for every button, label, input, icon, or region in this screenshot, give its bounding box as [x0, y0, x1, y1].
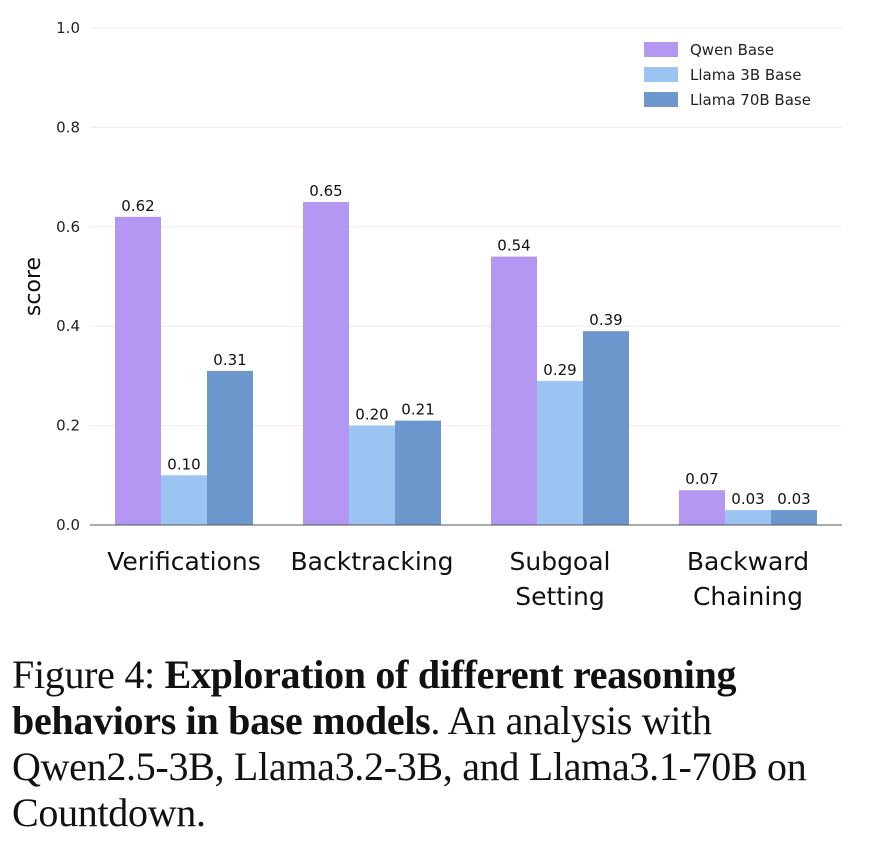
bar-value-label: 0.07: [685, 470, 718, 488]
bar: [679, 490, 725, 525]
x-category-label: Verifications: [107, 547, 261, 576]
legend-swatch: [644, 42, 678, 57]
bar-value-label: 0.31: [213, 351, 246, 369]
bar-value-label: 0.03: [731, 490, 764, 508]
bar: [491, 256, 537, 525]
bar: [349, 425, 395, 525]
bar-value-label: 0.03: [777, 490, 810, 508]
y-tick-label: 0.2: [56, 417, 80, 435]
legend-label: Qwen Base: [690, 41, 774, 59]
bar: [725, 510, 771, 525]
axes: 0.0 0.2 0.4 0.6 0.8 1.0 score Verifications Back…: [21, 19, 842, 611]
bar-value-label: 0.54: [497, 237, 530, 255]
figure-caption: Figure 4: Exploration of different reaso…: [12, 652, 872, 836]
y-tick-label: 0.0: [56, 516, 80, 534]
caption-rest: . An analysis with Qwen2.5-3B, Llama3.2-…: [12, 698, 807, 835]
bar-value-label: 0.62: [121, 197, 154, 215]
grid-lines: [90, 27, 842, 427]
bar: [207, 370, 253, 525]
bar: [771, 510, 817, 525]
x-category-label: Setting: [515, 582, 605, 611]
y-tick-label: 1.0: [56, 19, 80, 37]
bar-chart: 0.0 0.2 0.4 0.6 0.8 1.0 score Verifications Back…: [21, 19, 842, 611]
caption-prefix: Figure 4:: [12, 652, 165, 697]
caption-bold: Exploration of different reasoning behav…: [12, 652, 737, 743]
bar-value-label: 0.39: [589, 311, 622, 329]
x-category-label: Subgoal: [509, 547, 610, 576]
bars: [115, 201, 817, 526]
y-tick-label: 0.6: [56, 218, 80, 236]
bar: [583, 331, 629, 525]
legend-swatch: [644, 92, 678, 107]
value-labels: 0.62 0.10 0.31 0.65 0.20 0.21 0.54 0.29 0.39 0.07…: [121, 182, 810, 508]
bar: [303, 201, 349, 525]
x-category-label: Chaining: [693, 582, 803, 611]
x-category-label: Backward: [687, 547, 809, 576]
bar-value-label: 0.29: [543, 361, 576, 379]
bar-value-label: 0.10: [167, 455, 200, 473]
y-tick-label: 0.8: [56, 118, 80, 136]
bar: [395, 420, 441, 525]
x-category-label: Backtracking: [291, 547, 454, 576]
legend: Qwen Base Llama 3B Base Llama 70B Base: [644, 41, 811, 109]
y-tick-label: 0.4: [56, 317, 80, 335]
legend-label: Llama 70B Base: [690, 91, 811, 109]
legend-swatch: [644, 67, 678, 82]
bar-value-label: 0.21: [401, 401, 434, 419]
bar: [537, 380, 583, 525]
y-axis-title: score: [21, 257, 46, 316]
bar-value-label: 0.20: [355, 406, 388, 424]
bar: [115, 216, 161, 526]
bar: [161, 475, 207, 525]
bar-value-label: 0.65: [309, 182, 342, 200]
legend-label: Llama 3B Base: [690, 66, 801, 84]
